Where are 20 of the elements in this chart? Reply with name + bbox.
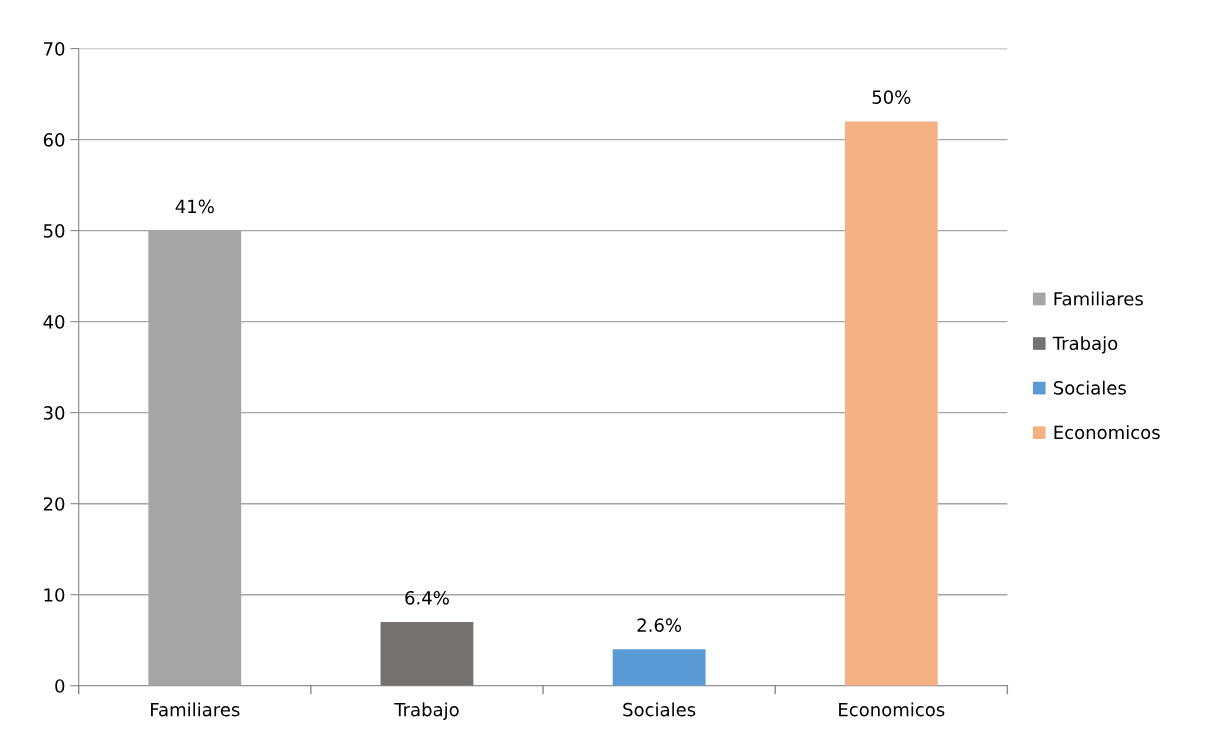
- x-tick-label: Economicos: [839, 702, 945, 717]
- y-tick-label: 30: [43, 406, 65, 420]
- legend-label: Economicos: [1054, 425, 1160, 440]
- annotation: 2.6%: [637, 618, 682, 632]
- x-tick-label: Trabajo: [394, 702, 459, 720]
- legend-label: Trabajo: [1052, 336, 1118, 354]
- legend-label: Familiares: [1054, 291, 1143, 306]
- annotation: 50%: [872, 90, 911, 104]
- y-tick-label: 10: [44, 588, 65, 602]
- y-tick-label: 50: [43, 224, 65, 238]
- y-tick-label: 40: [43, 315, 65, 329]
- annotation: 6.4%: [405, 590, 449, 605]
- y-tick-label: 0: [55, 679, 65, 693]
- x-tick-label: Familiares: [151, 702, 240, 717]
- y-tick-label: 60: [43, 133, 65, 147]
- x-tick-label: Sociales: [623, 702, 696, 717]
- y-tick-label: 70: [44, 42, 65, 56]
- y-tick-label: 20: [43, 497, 65, 511]
- legend-label: Sociales: [1053, 380, 1126, 395]
- annotation: 41%: [175, 199, 214, 214]
